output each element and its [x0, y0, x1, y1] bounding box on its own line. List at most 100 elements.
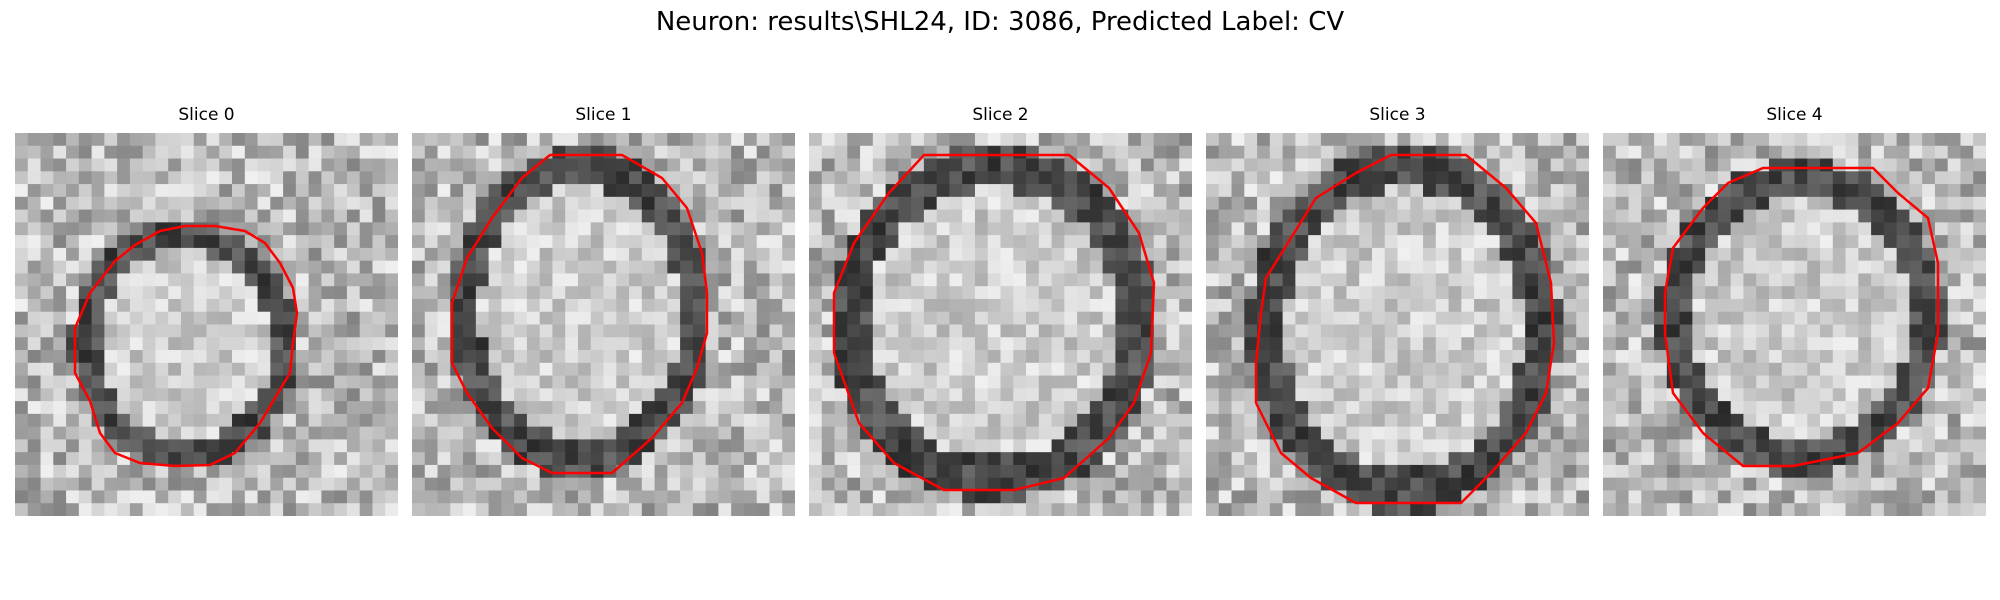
pixel	[104, 362, 118, 377]
pixel	[629, 337, 643, 351]
pixel	[526, 324, 541, 338]
pixel	[552, 273, 566, 287]
pixel	[1679, 171, 1693, 185]
pixel	[78, 145, 93, 160]
pixel	[412, 503, 426, 516]
pixel	[1705, 158, 1719, 172]
pixel	[1743, 337, 1757, 351]
pixel	[680, 426, 694, 440]
pixel	[1909, 362, 1923, 377]
pixel	[1576, 464, 1589, 479]
pixel	[565, 260, 579, 275]
grayscale-pixel-grid	[15, 133, 398, 516]
pixel	[847, 337, 861, 351]
pixel	[232, 209, 246, 223]
pixel	[1461, 286, 1475, 300]
pixel	[769, 324, 783, 338]
pixel	[1051, 247, 1065, 262]
pixel	[104, 464, 118, 479]
pixel	[1845, 298, 1859, 313]
pixel	[1794, 145, 1808, 160]
pixel	[1705, 133, 1719, 147]
pixel	[1051, 503, 1065, 516]
pixel	[53, 503, 67, 516]
pixel	[539, 209, 554, 223]
pixel	[232, 350, 246, 364]
pixel	[565, 375, 579, 389]
pixel	[1499, 362, 1513, 377]
pixel	[1397, 171, 1411, 185]
pixel	[1435, 222, 1450, 236]
pixel	[1346, 247, 1360, 262]
pixel	[834, 413, 848, 428]
pixel	[603, 260, 617, 275]
pixel	[667, 196, 681, 211]
pixel	[565, 426, 579, 440]
pixel	[78, 324, 93, 338]
pixel	[104, 133, 118, 147]
pixel	[372, 158, 386, 172]
pixel	[1525, 196, 1539, 211]
pixel	[1320, 273, 1335, 287]
pixel	[385, 260, 398, 275]
pixel	[1756, 477, 1770, 492]
pixel	[346, 145, 361, 160]
pixel	[565, 273, 579, 287]
pixel	[654, 196, 668, 211]
pixel	[1295, 247, 1309, 262]
pixel	[769, 401, 783, 415]
pixel	[1512, 401, 1526, 415]
pixel	[1781, 452, 1796, 466]
pixel	[1922, 503, 1936, 516]
pixel	[1730, 184, 1745, 198]
pixel	[743, 171, 758, 185]
pixel	[437, 273, 451, 287]
pixel	[1845, 235, 1859, 249]
pixel	[616, 375, 630, 389]
pixel	[769, 362, 783, 377]
pixel	[359, 286, 374, 300]
pixel	[1346, 273, 1360, 287]
pixel	[577, 260, 592, 275]
pixel	[1768, 133, 1783, 147]
neuron-contour	[1663, 166, 1940, 468]
pixel	[1153, 145, 1168, 160]
pixel	[1308, 324, 1322, 338]
pixel	[346, 350, 361, 364]
pixel	[1603, 464, 1617, 479]
pixel	[565, 413, 579, 428]
pixel	[1371, 439, 1386, 453]
pixel	[1756, 490, 1770, 504]
pixel	[463, 503, 477, 516]
pixel	[577, 464, 592, 479]
pixel	[1550, 171, 1565, 185]
pixel	[847, 286, 861, 300]
pixel	[1550, 247, 1565, 262]
pixel	[488, 158, 502, 172]
pixel	[1128, 490, 1142, 504]
pixel	[923, 222, 938, 236]
pixel	[104, 196, 118, 211]
pixel	[1308, 452, 1322, 466]
pixel	[1448, 184, 1462, 198]
pixel	[1166, 388, 1180, 402]
pixel	[1435, 184, 1450, 198]
pixel	[1934, 133, 1949, 147]
pixel	[66, 337, 80, 351]
pixel	[923, 452, 938, 466]
pixel	[1883, 375, 1898, 389]
pixel	[168, 401, 182, 415]
pixel	[565, 196, 579, 211]
pixel	[1013, 298, 1027, 313]
pixel	[616, 247, 630, 262]
pixel	[526, 145, 541, 160]
pixel	[1743, 247, 1757, 262]
pixel	[1474, 452, 1488, 466]
pixel	[424, 375, 439, 389]
pixel	[66, 413, 80, 428]
pixel	[1320, 464, 1335, 479]
pixel	[1768, 375, 1783, 389]
pixel	[731, 362, 745, 377]
pixel	[1282, 158, 1296, 172]
pixel	[168, 464, 182, 479]
